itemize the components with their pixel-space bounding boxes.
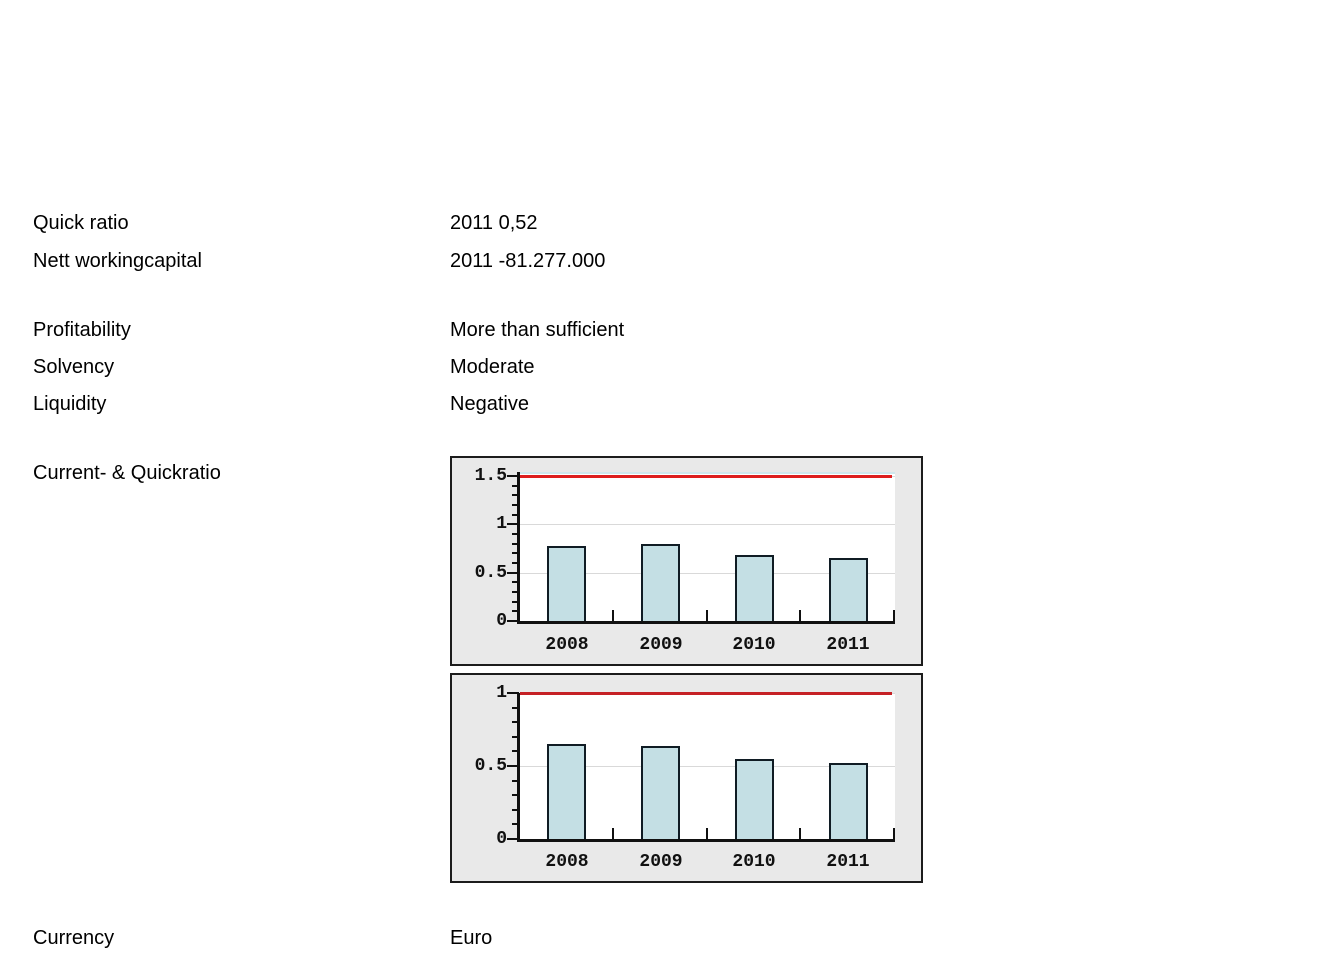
field-row-current-quickratio: Current- & Quickratio — [0, 461, 1337, 487]
bar-2010 — [735, 759, 774, 839]
y-axis-tick — [512, 494, 519, 496]
bar-2010 — [735, 555, 774, 621]
y-axis-tick — [512, 562, 519, 564]
gridline — [520, 766, 895, 767]
y-axis-tick — [512, 750, 519, 752]
threshold-line — [520, 475, 892, 478]
quick-ratio-chart: 0 0.5 1 2008 2009 2010 2011 — [450, 673, 923, 883]
field-row-solvency: Solvency Moderate — [0, 355, 1337, 381]
y-axis-tick — [512, 533, 519, 535]
y-axis-tick — [512, 721, 519, 723]
field-label-liquidity: Liquidity — [33, 393, 107, 415]
field-value-nett-workingcapital: 2011 -81.277.000 — [450, 250, 606, 272]
bar-2011 — [829, 558, 868, 621]
y-axis-line — [517, 472, 520, 624]
y-axis-tick — [507, 572, 519, 574]
y-axis-tick — [512, 809, 519, 811]
bar-2008 — [547, 744, 586, 839]
y-tick-label: 0.5 — [474, 756, 507, 776]
x-axis-line — [517, 621, 895, 624]
plot-top-edge — [520, 472, 895, 474]
field-value-currency: Euro — [450, 927, 493, 949]
field-row-currency: Currency Euro — [0, 926, 1337, 952]
y-axis-line — [517, 693, 520, 842]
x-axis-tick — [612, 828, 614, 839]
y-axis-tick — [512, 601, 519, 603]
bar-2008 — [547, 546, 586, 621]
y-axis-tick — [512, 581, 519, 583]
field-label-nett-workingcapital: Nett workingcapital — [33, 250, 202, 272]
y-axis-tick — [507, 765, 519, 767]
x-axis-tick — [706, 828, 708, 839]
x-category-label: 2008 — [545, 635, 589, 655]
x-axis-tick — [706, 610, 708, 621]
x-category-label: 2010 — [732, 635, 776, 655]
y-axis-tick — [507, 620, 519, 622]
y-axis-tick — [512, 823, 519, 825]
gridline — [520, 524, 895, 525]
y-tick-label: 1.5 — [474, 466, 507, 486]
x-category-label: 2008 — [545, 852, 589, 872]
y-axis-tick — [512, 736, 519, 738]
field-value-solvency: Moderate — [450, 356, 535, 378]
y-axis-tick — [507, 692, 519, 694]
field-row-nett-workingcapital: Nett workingcapital 2011 -81.277.000 — [0, 249, 1337, 275]
field-value-liquidity: Negative — [450, 393, 529, 415]
y-axis-tick — [512, 504, 519, 506]
y-axis-tick — [512, 514, 519, 516]
y-axis-tick — [512, 485, 519, 487]
y-axis-tick — [512, 543, 519, 545]
gridline — [520, 573, 895, 574]
x-axis-tick — [893, 828, 895, 839]
x-axis-line — [517, 839, 895, 842]
field-value-quick-ratio: 2011 0,52 — [450, 212, 538, 234]
bar-2009 — [641, 746, 680, 839]
y-axis-tick — [512, 552, 519, 554]
y-axis-tick — [512, 591, 519, 593]
x-category-label: 2009 — [639, 852, 683, 872]
current-ratio-chart: 0 0.5 1 1.5 2008 2009 2010 2011 — [450, 456, 923, 666]
field-label-quick-ratio: Quick ratio — [33, 212, 129, 234]
field-label-profitability: Profitability — [33, 319, 131, 341]
x-category-label: 2009 — [639, 635, 683, 655]
x-category-label: 2011 — [826, 852, 870, 872]
field-value-profitability: More than sufficient — [450, 319, 625, 341]
y-axis-tick — [512, 794, 519, 796]
y-axis-tick — [512, 610, 519, 612]
x-category-label: 2010 — [732, 852, 776, 872]
y-axis-tick — [507, 523, 519, 525]
y-tick-label: 0.5 — [474, 563, 507, 583]
section-heading-current-quickratio: Current- & Quickratio — [33, 462, 221, 484]
bar-2011 — [829, 763, 868, 839]
y-tick-label: 0 — [496, 829, 507, 849]
x-category-label: 2011 — [826, 635, 870, 655]
threshold-line — [520, 692, 892, 695]
y-tick-label: 1 — [496, 514, 507, 534]
field-label-solvency: Solvency — [33, 356, 115, 378]
y-tick-label: 1 — [496, 683, 507, 703]
x-axis-tick — [893, 610, 895, 621]
field-row-liquidity: Liquidity Negative — [0, 392, 1337, 418]
field-label-currency: Currency — [33, 927, 115, 949]
y-axis-tick — [507, 838, 519, 840]
y-axis-tick — [512, 780, 519, 782]
field-row-profitability: Profitability More than sufficient — [0, 318, 1337, 344]
y-axis-tick — [512, 707, 519, 709]
x-axis-tick — [799, 828, 801, 839]
bar-2009 — [641, 544, 680, 621]
y-axis-tick — [507, 475, 519, 477]
x-axis-tick — [799, 610, 801, 621]
y-tick-label: 0 — [496, 611, 507, 631]
x-axis-tick — [612, 610, 614, 621]
field-row-quick-ratio: Quick ratio 2011 0,52 — [0, 211, 1337, 237]
